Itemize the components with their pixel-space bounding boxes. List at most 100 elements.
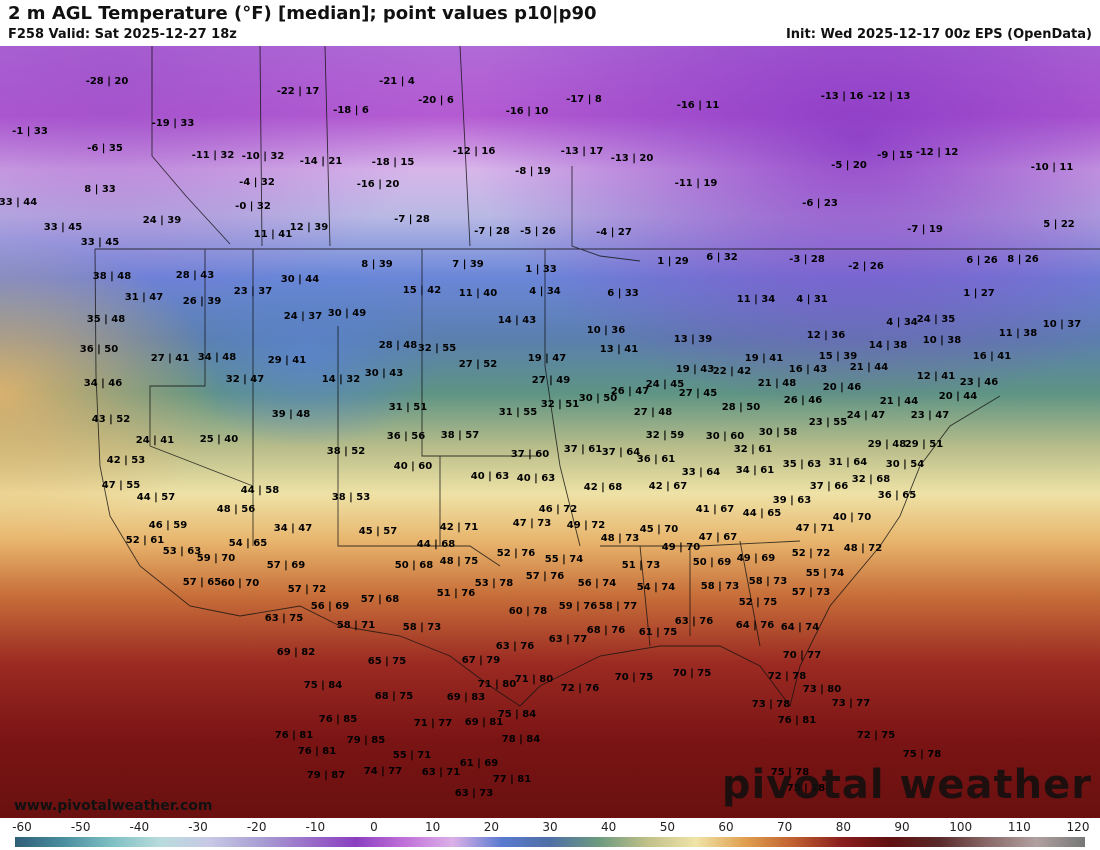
point-value: -6 | 23 xyxy=(802,198,838,209)
point-value: 78 | 84 xyxy=(501,734,541,745)
point-value: 26 | 39 xyxy=(182,296,222,307)
point-value: -4 | 27 xyxy=(596,227,632,238)
point-value: 33 | 45 xyxy=(80,237,120,248)
point-value: 30 | 58 xyxy=(758,427,798,438)
point-value: 27 | 49 xyxy=(531,375,571,386)
point-value: 76 | 81 xyxy=(274,730,314,741)
point-value: 73 | 78 xyxy=(751,699,791,710)
point-value: 8 | 33 xyxy=(84,184,116,195)
point-value: -5 | 20 xyxy=(831,160,867,171)
point-value: 75 | 78 xyxy=(786,783,826,794)
point-value: 24 | 45 xyxy=(645,379,685,390)
point-value: 12 | 39 xyxy=(289,222,329,233)
point-value: 1 | 27 xyxy=(963,288,995,299)
point-value: -28 | 20 xyxy=(85,76,129,87)
point-value: -3 | 28 xyxy=(789,254,825,265)
point-value: 57 | 76 xyxy=(525,571,565,582)
point-value: 48 | 56 xyxy=(216,504,256,515)
point-value: 63 | 76 xyxy=(495,641,535,652)
point-value: 58 | 73 xyxy=(748,576,788,587)
legend-tick: 40 xyxy=(601,820,617,834)
point-value: 63 | 73 xyxy=(454,788,494,799)
point-value: 11 | 38 xyxy=(998,328,1038,339)
point-value: 19 | 47 xyxy=(527,353,567,364)
legend-tick: 120 xyxy=(1066,820,1090,834)
point-value: 27 | 48 xyxy=(633,407,673,418)
point-value: 40 | 63 xyxy=(516,473,556,484)
point-value: 52 | 61 xyxy=(125,535,165,546)
point-value: 44 | 58 xyxy=(240,485,280,496)
legend-tick: -50 xyxy=(70,820,91,834)
point-value: 24 | 41 xyxy=(135,435,175,446)
point-value: 56 | 74 xyxy=(577,578,617,589)
point-value: 59 | 76 xyxy=(558,601,598,612)
point-value: 6 | 32 xyxy=(706,252,738,263)
point-value: 38 | 53 xyxy=(331,492,371,503)
init-time: Init: Wed 2025-12-17 00z EPS (OpenData) xyxy=(785,27,1092,42)
point-value: -21 | 4 xyxy=(379,76,415,87)
point-value: 29 | 48 xyxy=(867,439,907,450)
point-value: 26 | 47 xyxy=(610,386,650,397)
point-value: 23 | 37 xyxy=(233,286,273,297)
point-value: 36 | 56 xyxy=(386,431,426,442)
point-value: -1 | 33 xyxy=(12,126,48,137)
point-value: 36 | 61 xyxy=(636,454,676,465)
point-value: 10 | 37 xyxy=(1042,319,1082,330)
point-value: 52 | 72 xyxy=(791,548,831,559)
point-value: 11 | 34 xyxy=(736,294,776,305)
point-value: 31 | 51 xyxy=(388,402,428,413)
point-value: -12 | 13 xyxy=(867,91,911,102)
point-value: 40 | 63 xyxy=(470,471,510,482)
point-value: 47 | 71 xyxy=(795,523,835,534)
point-value: 26 | 46 xyxy=(783,395,823,406)
color-bar xyxy=(15,837,1085,847)
point-value: 8 | 26 xyxy=(1007,254,1039,265)
point-value: 12 | 41 xyxy=(916,371,956,382)
point-value: 45 | 57 xyxy=(358,526,398,537)
point-value: 48 | 75 xyxy=(439,556,479,567)
point-value: 74 | 77 xyxy=(363,766,403,777)
point-value: 73 | 77 xyxy=(831,698,871,709)
point-value: 29 | 41 xyxy=(267,355,307,366)
point-value: 57 | 65 xyxy=(182,577,222,588)
point-value: 22 | 42 xyxy=(712,366,752,377)
legend-tick: 10 xyxy=(425,820,441,834)
point-value: 29 | 51 xyxy=(904,439,944,450)
point-value: -18 | 15 xyxy=(371,157,415,168)
point-value: 31 | 64 xyxy=(828,457,868,468)
point-value: 36 | 65 xyxy=(877,490,917,501)
point-value: 52 | 75 xyxy=(738,597,778,608)
point-value: 10 | 36 xyxy=(586,325,626,336)
point-value: 57 | 73 xyxy=(791,587,831,598)
point-value: 75 | 78 xyxy=(902,749,942,760)
legend-tick: -40 xyxy=(129,820,150,834)
point-value: 52 | 76 xyxy=(496,548,536,559)
point-value: 31 | 47 xyxy=(124,292,164,303)
point-value: 16 | 43 xyxy=(788,364,828,375)
point-value: 56 | 69 xyxy=(310,601,350,612)
point-value: 33 | 45 xyxy=(43,222,83,233)
point-value: 53 | 78 xyxy=(474,578,514,589)
point-value: -12 | 16 xyxy=(452,146,496,157)
point-value: 28 | 43 xyxy=(175,270,215,281)
point-value: -8 | 19 xyxy=(515,166,551,177)
point-value: 72 | 76 xyxy=(560,683,600,694)
point-value: 79 | 87 xyxy=(306,770,346,781)
point-value: 38 | 52 xyxy=(326,446,366,457)
point-value: -9 | 15 xyxy=(877,150,913,161)
point-value: 10 | 38 xyxy=(922,335,962,346)
point-value: 63 | 76 xyxy=(674,616,714,627)
site-url[interactable]: www.pivotalweather.com xyxy=(14,798,213,814)
point-value: 35 | 63 xyxy=(782,459,822,470)
point-value: 27 | 41 xyxy=(150,353,190,364)
point-value: 47 | 67 xyxy=(698,532,738,543)
point-value: 27 | 52 xyxy=(458,359,498,370)
point-value: 5 | 22 xyxy=(1043,219,1075,230)
point-value: 4 | 34 xyxy=(886,317,918,328)
point-value: 20 | 46 xyxy=(822,382,862,393)
point-value: -12 | 12 xyxy=(915,147,959,158)
point-value: 30 | 49 xyxy=(327,308,367,319)
point-value: 49 | 72 xyxy=(566,520,606,531)
point-value: 70 | 77 xyxy=(782,650,822,661)
legend-tick: -10 xyxy=(305,820,326,834)
